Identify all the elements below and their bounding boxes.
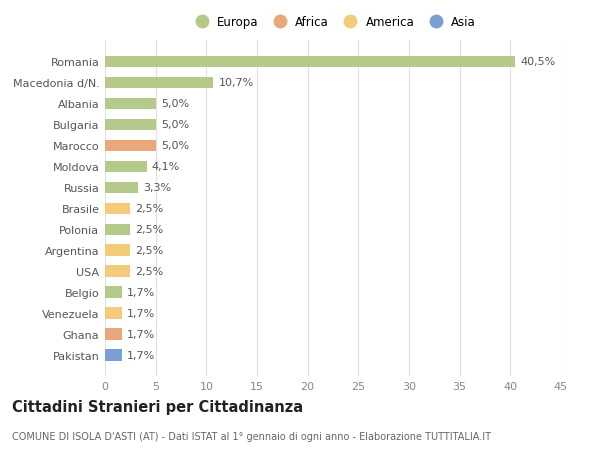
Legend: Europa, Africa, America, Asia: Europa, Africa, America, Asia xyxy=(190,16,476,29)
Text: 2,5%: 2,5% xyxy=(136,204,164,214)
Bar xyxy=(105,224,130,235)
Bar xyxy=(105,329,122,340)
Bar xyxy=(105,266,130,277)
Bar xyxy=(105,78,214,89)
Bar xyxy=(105,287,122,298)
Text: 5,0%: 5,0% xyxy=(161,120,189,130)
Text: 5,0%: 5,0% xyxy=(161,141,189,151)
Bar xyxy=(105,308,122,319)
Text: 1,7%: 1,7% xyxy=(127,308,155,319)
Text: 3,3%: 3,3% xyxy=(143,183,172,193)
Text: 2,5%: 2,5% xyxy=(136,225,164,235)
Text: 1,7%: 1,7% xyxy=(127,350,155,360)
Text: 5,0%: 5,0% xyxy=(161,99,189,109)
Text: 2,5%: 2,5% xyxy=(136,246,164,256)
Text: 4,1%: 4,1% xyxy=(152,162,180,172)
Text: 1,7%: 1,7% xyxy=(127,288,155,297)
Text: 1,7%: 1,7% xyxy=(127,330,155,340)
Text: 10,7%: 10,7% xyxy=(218,78,254,88)
Bar xyxy=(105,119,155,131)
Text: 2,5%: 2,5% xyxy=(136,267,164,277)
Bar xyxy=(105,203,130,215)
Text: COMUNE DI ISOLA D'ASTI (AT) - Dati ISTAT al 1° gennaio di ogni anno - Elaborazio: COMUNE DI ISOLA D'ASTI (AT) - Dati ISTAT… xyxy=(12,431,491,442)
Bar xyxy=(105,98,155,110)
Bar xyxy=(105,140,155,152)
Bar xyxy=(105,350,122,361)
Text: 40,5%: 40,5% xyxy=(520,57,556,67)
Bar xyxy=(105,56,515,68)
Bar xyxy=(105,245,130,257)
Text: Cittadini Stranieri per Cittadinanza: Cittadini Stranieri per Cittadinanza xyxy=(12,399,303,414)
Bar xyxy=(105,161,146,173)
Bar xyxy=(105,182,139,194)
